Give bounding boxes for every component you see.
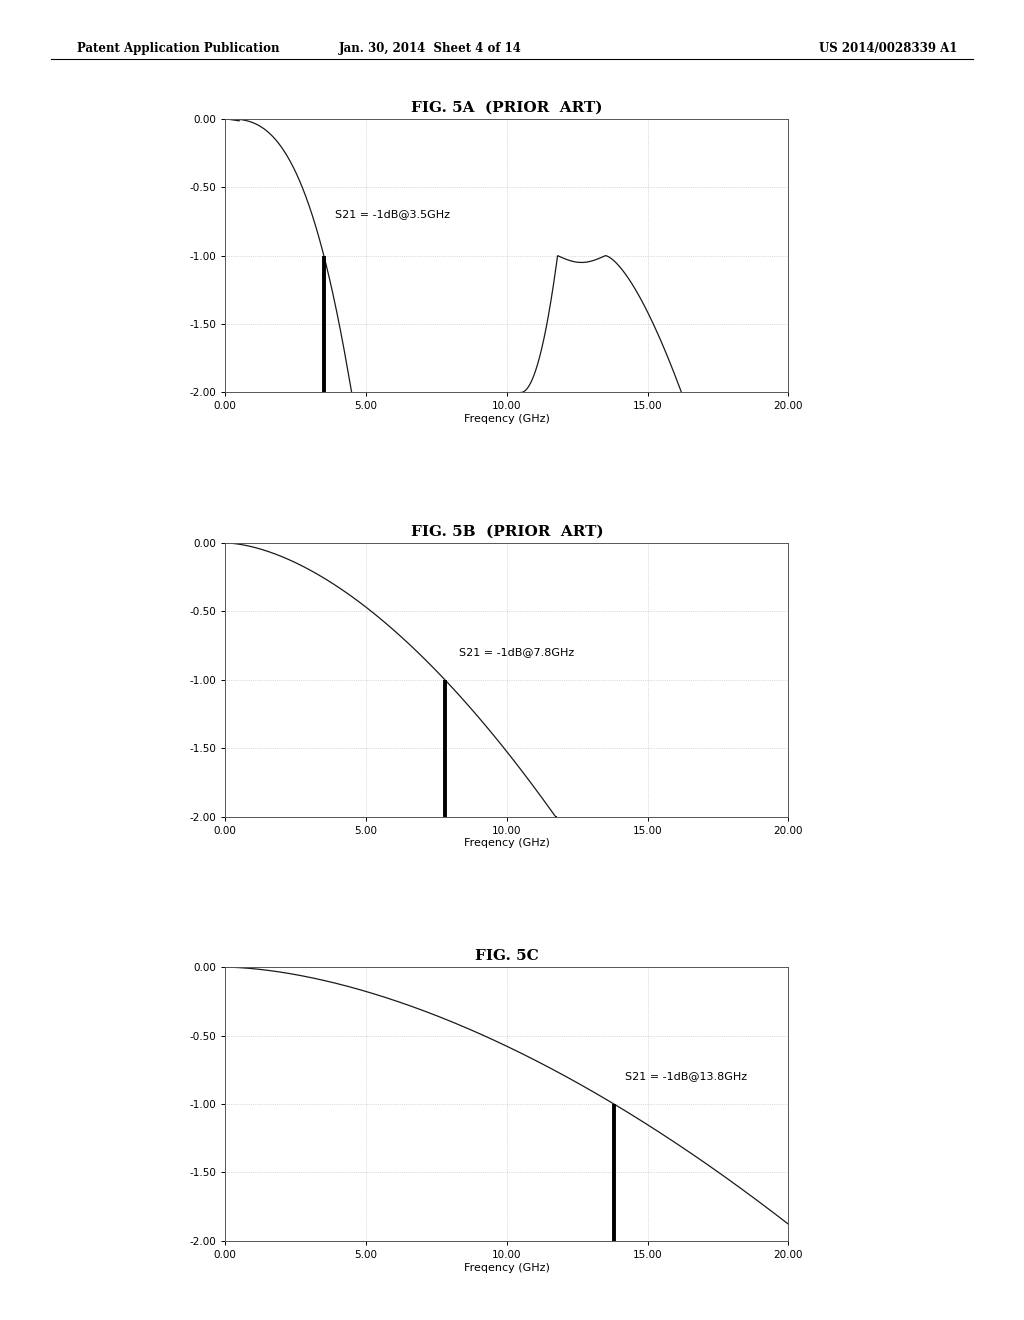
Text: S21 = -1dB@7.8GHz: S21 = -1dB@7.8GHz [459, 647, 574, 657]
Text: Jan. 30, 2014  Sheet 4 of 14: Jan. 30, 2014 Sheet 4 of 14 [339, 42, 521, 55]
Text: S21 = -1dB@3.5GHz: S21 = -1dB@3.5GHz [335, 210, 451, 219]
Text: S21 = -1dB@13.8GHz: S21 = -1dB@13.8GHz [625, 1072, 748, 1081]
Title: FIG. 5C: FIG. 5C [475, 949, 539, 964]
Text: Patent Application Publication: Patent Application Publication [77, 42, 280, 55]
X-axis label: Freqency (GHz): Freqency (GHz) [464, 414, 550, 424]
X-axis label: Freqency (GHz): Freqency (GHz) [464, 838, 550, 849]
Text: US 2014/0028339 A1: US 2014/0028339 A1 [819, 42, 957, 55]
Title: FIG. 5B  (PRIOR  ART): FIG. 5B (PRIOR ART) [411, 525, 603, 539]
X-axis label: Freqency (GHz): Freqency (GHz) [464, 1263, 550, 1272]
Title: FIG. 5A  (PRIOR  ART): FIG. 5A (PRIOR ART) [411, 100, 603, 115]
